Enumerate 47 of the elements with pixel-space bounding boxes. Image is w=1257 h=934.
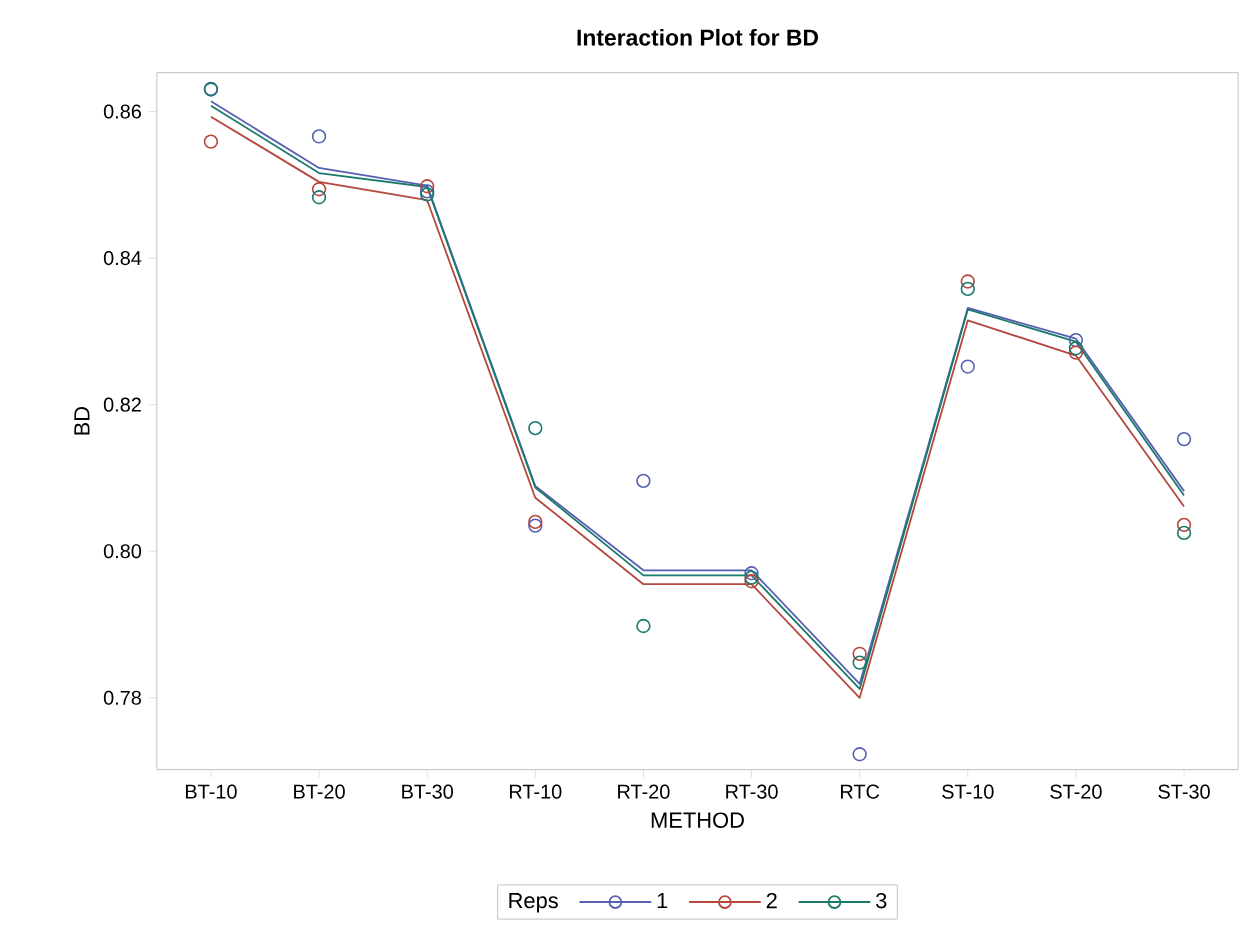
- point: [744, 574, 759, 589]
- point: [1068, 333, 1084, 348]
- y-tick-label: 0.86: [103, 104, 141, 119]
- point: [960, 274, 975, 289]
- point: [1068, 341, 1084, 356]
- point: [960, 281, 975, 297]
- y-tick-label: 0.78: [103, 690, 141, 705]
- chart-title: Interaction Plot for BD: [577, 29, 819, 46]
- point: [636, 618, 651, 634]
- x-tick-label: BT-20: [294, 784, 345, 799]
- x-tick-label: ST-20: [1050, 784, 1102, 799]
- point: [528, 421, 543, 436]
- x-tick-label: BT-30: [402, 784, 453, 799]
- y-axis-title: BD: [74, 407, 90, 435]
- point: [528, 514, 543, 530]
- x-tick-label: RTC: [841, 784, 880, 799]
- point: [311, 129, 327, 144]
- legend-label: 2: [766, 892, 777, 909]
- y-tick-label: 0.82: [103, 397, 141, 412]
- x-tick-label: RT-10: [509, 784, 562, 799]
- point: [960, 359, 975, 374]
- point: [744, 566, 759, 581]
- y-tick-label: 0.80: [103, 544, 142, 559]
- point: [203, 134, 219, 149]
- legend-label: 3: [876, 892, 887, 909]
- x-tick-label: ST-10: [942, 784, 994, 799]
- y-tick-label: 0.84: [103, 251, 142, 266]
- point: [1068, 345, 1084, 360]
- point: [1176, 431, 1192, 447]
- point: [420, 179, 435, 194]
- legend-title: Reps: [509, 893, 558, 913]
- x-tick-label: RT-20: [618, 784, 670, 799]
- point: [852, 747, 867, 762]
- legend-label: 1: [657, 893, 668, 909]
- point: [311, 190, 327, 205]
- x-tick-label: ST-30: [1158, 784, 1210, 799]
- x-axis-title: METHOD: [651, 812, 744, 828]
- point: [311, 182, 327, 197]
- point: [1176, 517, 1192, 533]
- point: [852, 655, 867, 670]
- point: [744, 570, 759, 585]
- x-tick-label: BT-10: [185, 784, 237, 799]
- point: [852, 646, 867, 662]
- point: [1176, 525, 1192, 541]
- point: [636, 473, 651, 489]
- x-tick-label: RT-30: [726, 784, 778, 799]
- point: [528, 518, 543, 533]
